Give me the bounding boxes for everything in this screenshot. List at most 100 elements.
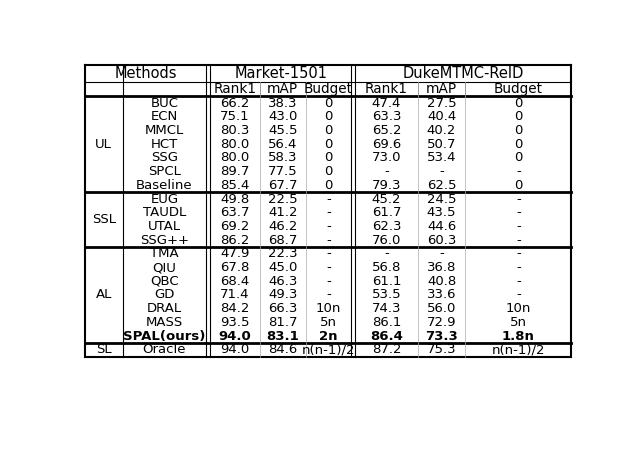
- Text: 63.7: 63.7: [220, 206, 250, 219]
- Text: 58.3: 58.3: [268, 152, 298, 164]
- Text: Rank1: Rank1: [214, 82, 257, 96]
- Text: 0: 0: [514, 152, 522, 164]
- Text: 68.4: 68.4: [220, 275, 250, 288]
- Text: 75.1: 75.1: [220, 110, 250, 123]
- Text: 93.5: 93.5: [220, 316, 250, 329]
- Text: 45.2: 45.2: [372, 193, 401, 206]
- Text: 66.3: 66.3: [268, 302, 298, 315]
- Text: 73.3: 73.3: [425, 329, 458, 343]
- Text: 47.4: 47.4: [372, 97, 401, 109]
- Text: 36.8: 36.8: [427, 261, 456, 274]
- Text: 60.3: 60.3: [427, 234, 456, 247]
- Text: 45.0: 45.0: [268, 261, 298, 274]
- Text: Budget: Budget: [494, 82, 543, 96]
- Text: 65.2: 65.2: [372, 124, 401, 137]
- Text: 40.2: 40.2: [427, 124, 456, 137]
- Text: SPCL: SPCL: [148, 165, 181, 178]
- Text: 38.3: 38.3: [268, 97, 298, 109]
- Text: Market-1501: Market-1501: [234, 66, 327, 81]
- Text: 47.9: 47.9: [220, 247, 250, 261]
- Text: 56.8: 56.8: [372, 261, 401, 274]
- Text: -: -: [326, 247, 331, 261]
- Text: 72.9: 72.9: [427, 316, 456, 329]
- Text: Baseline: Baseline: [136, 179, 193, 192]
- Text: SSL: SSL: [92, 213, 116, 226]
- Text: AL: AL: [95, 288, 112, 302]
- Text: ECN: ECN: [151, 110, 178, 123]
- Text: 0: 0: [324, 97, 333, 109]
- Text: 45.5: 45.5: [268, 124, 298, 137]
- Text: 66.2: 66.2: [220, 97, 250, 109]
- Text: mAP: mAP: [267, 82, 298, 96]
- Text: 24.5: 24.5: [427, 193, 456, 206]
- Text: -: -: [326, 275, 331, 288]
- Text: n(n-1)/2: n(n-1)/2: [301, 343, 355, 356]
- Text: -: -: [516, 220, 520, 233]
- Text: 2n: 2n: [319, 329, 338, 343]
- Text: 77.5: 77.5: [268, 165, 298, 178]
- Text: 53.5: 53.5: [372, 288, 401, 302]
- Text: 49.3: 49.3: [268, 288, 298, 302]
- Text: 0: 0: [324, 138, 333, 151]
- Text: UTAL: UTAL: [148, 220, 181, 233]
- Text: Rank1: Rank1: [365, 82, 408, 96]
- Text: 33.6: 33.6: [427, 288, 456, 302]
- Text: DRAL: DRAL: [147, 302, 182, 315]
- Text: 56.0: 56.0: [427, 302, 456, 315]
- Text: -: -: [326, 261, 331, 274]
- Text: 87.2: 87.2: [372, 343, 401, 356]
- Text: -: -: [516, 165, 520, 178]
- Text: -: -: [384, 247, 389, 261]
- Text: 71.4: 71.4: [220, 288, 250, 302]
- Text: Oracle: Oracle: [143, 343, 186, 356]
- Text: MMCL: MMCL: [145, 124, 184, 137]
- Text: 61.7: 61.7: [372, 206, 401, 219]
- Text: 0: 0: [514, 110, 522, 123]
- Text: SSG: SSG: [151, 152, 178, 164]
- Text: 0: 0: [514, 138, 522, 151]
- Text: 10n: 10n: [316, 302, 341, 315]
- Text: -: -: [326, 234, 331, 247]
- Text: 53.4: 53.4: [427, 152, 456, 164]
- Text: BUC: BUC: [150, 97, 179, 109]
- Text: 27.5: 27.5: [427, 97, 456, 109]
- Text: 0: 0: [324, 152, 333, 164]
- Text: 0: 0: [514, 179, 522, 192]
- Text: SSG++: SSG++: [140, 234, 189, 247]
- Text: 69.2: 69.2: [220, 220, 250, 233]
- Text: Budget: Budget: [304, 82, 353, 96]
- Text: 79.3: 79.3: [372, 179, 401, 192]
- Text: MASS: MASS: [146, 316, 183, 329]
- Text: 76.0: 76.0: [372, 234, 401, 247]
- Text: Methods: Methods: [114, 66, 177, 81]
- Text: -: -: [516, 261, 520, 274]
- Text: -: -: [326, 288, 331, 302]
- Text: QIU: QIU: [152, 261, 177, 274]
- Text: -: -: [439, 165, 444, 178]
- Text: 89.7: 89.7: [220, 165, 250, 178]
- Text: 80.0: 80.0: [220, 152, 250, 164]
- Text: 61.1: 61.1: [372, 275, 401, 288]
- Text: 0: 0: [324, 179, 333, 192]
- Text: 86.1: 86.1: [372, 316, 401, 329]
- Text: UL: UL: [95, 138, 112, 151]
- Text: 74.3: 74.3: [372, 302, 401, 315]
- Text: 94.0: 94.0: [220, 343, 250, 356]
- Text: 0: 0: [324, 124, 333, 137]
- Text: 40.4: 40.4: [427, 110, 456, 123]
- Text: 80.3: 80.3: [220, 124, 250, 137]
- Text: GD: GD: [154, 288, 175, 302]
- Text: 0: 0: [514, 97, 522, 109]
- Text: 41.2: 41.2: [268, 206, 298, 219]
- Text: 86.2: 86.2: [220, 234, 250, 247]
- Text: 84.6: 84.6: [268, 343, 298, 356]
- Text: 5n: 5n: [320, 316, 337, 329]
- Text: 67.8: 67.8: [220, 261, 250, 274]
- Text: 85.4: 85.4: [220, 179, 250, 192]
- Text: 43.0: 43.0: [268, 110, 298, 123]
- Text: 40.8: 40.8: [427, 275, 456, 288]
- Text: 81.7: 81.7: [268, 316, 298, 329]
- Text: 86.4: 86.4: [370, 329, 403, 343]
- Text: -: -: [516, 193, 520, 206]
- Text: 94.0: 94.0: [219, 329, 252, 343]
